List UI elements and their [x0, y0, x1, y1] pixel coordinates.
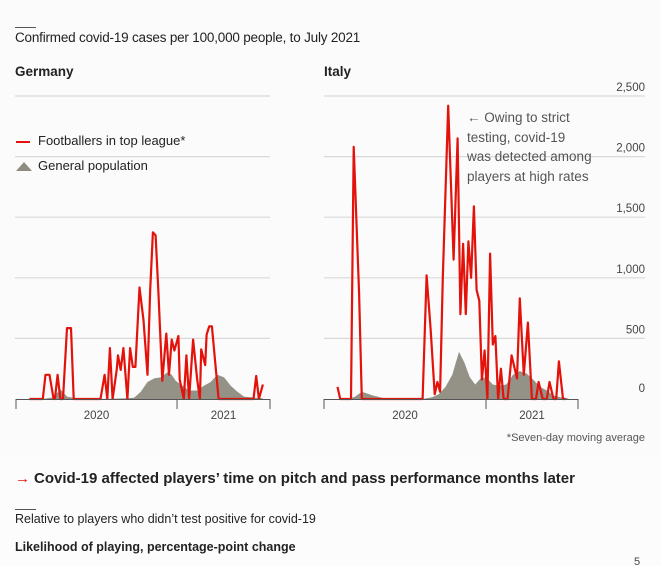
next-section-title-text: Covid-19 affected players’ time on pitch… — [34, 470, 575, 487]
chart-svg: 2020 2021 500 1,000 1,500 2,000 2,500 0 2020 2021 — [15, 82, 645, 422]
y-tick-label: 1,500 — [616, 203, 645, 215]
line-footballers-germany — [29, 231, 264, 401]
y-tick-label: 1,000 — [616, 264, 645, 276]
annotation-line: was detected among — [467, 149, 592, 164]
legend-label-footballers: Footballers in top league* — [38, 133, 186, 148]
next-section-background — [0, 457, 661, 566]
annotation-line: Owing to strict — [484, 110, 570, 125]
annotation-line: players at high rates — [467, 168, 589, 184]
y-tick-label: 500 — [626, 324, 645, 336]
x-tick-label: 2021 — [519, 410, 545, 422]
legend-swatch-line — [16, 140, 30, 143]
area-general-population-italy — [324, 351, 569, 399]
arrow-right-icon: → — [15, 470, 30, 487]
x-tick-label: 2021 — [211, 410, 237, 422]
y-tick-label: 2,000 — [616, 143, 645, 155]
panel-title-italy: Italy — [324, 64, 352, 79]
legend-item-footballers: Footballers in top league* — [16, 133, 185, 148]
x-tick-label: 2020 — [392, 410, 418, 422]
chart-annotation: ← Owing to strict testing, covid-19 was … — [467, 108, 627, 186]
next-section-subtitle: Relative to players who didn’t test posi… — [15, 512, 316, 526]
legend-item-population: General population — [16, 158, 148, 173]
chart-title: Confirmed covid-19 cases per 100,000 peo… — [15, 30, 361, 45]
chart-panel-background — [0, 0, 661, 457]
y-tick-label: 0 — [639, 383, 645, 395]
subtitle-rule-mark — [15, 509, 36, 510]
line-footballers-italy — [336, 104, 566, 401]
y-tick-label: 2,500 — [616, 82, 645, 94]
legend-label-population: General population — [38, 158, 148, 173]
next-section-title: → Covid-19 affected players’ time on pitc… — [15, 470, 575, 487]
footnote: *Seven-day moving average — [506, 432, 645, 444]
arrow-left-icon: ← — [467, 110, 481, 125]
next-section-metric-label: Likelihood of playing, percentage-point … — [15, 540, 296, 554]
page-number: 5 — [634, 556, 641, 568]
panel-title-germany: Germany — [15, 64, 74, 79]
area-general-population-germany — [16, 372, 263, 399]
legend-swatch-area — [16, 162, 32, 172]
title-rule-mark — [15, 27, 36, 28]
annotation-line: testing, covid-19 — [467, 129, 566, 145]
x-tick-label: 2020 — [84, 410, 110, 422]
